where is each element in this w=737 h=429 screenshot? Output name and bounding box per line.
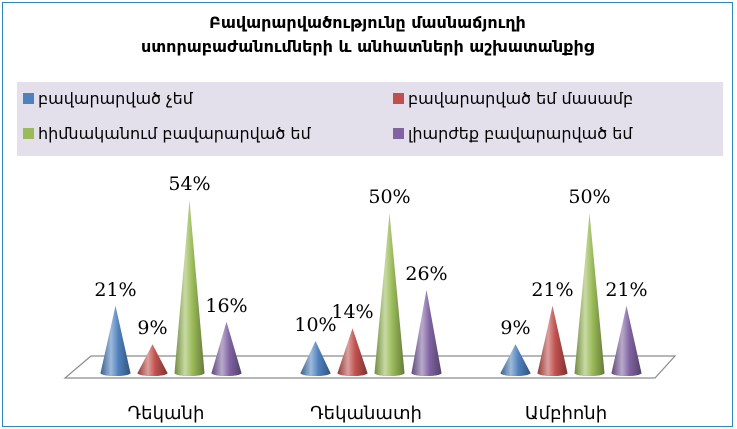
chart-title-line1: Բավարարվածությունը մասնաճյուղի — [209, 13, 526, 32]
legend-swatch-4 — [393, 128, 404, 139]
cone-3-3 — [574, 213, 605, 376]
cone-1-3 — [174, 200, 205, 376]
value-label-group: 21%9%54%16%10%14%50%26%9%21%50%21% — [94, 173, 647, 339]
cone-2-4 — [411, 289, 442, 376]
value-label-2-3: 50% — [368, 186, 410, 208]
legend-item-1: բավարարված չեմ — [23, 89, 193, 109]
value-label-1-3: 54% — [168, 173, 210, 195]
value-label-2-2: 14% — [331, 301, 373, 323]
legend-item-4: լիարժեք բավարարված եմ — [393, 124, 633, 144]
value-label-2-1: 10% — [294, 314, 336, 336]
cone-1-2 — [137, 344, 168, 376]
category-label-group: Դեկանի Դեկանատի Ամբիոնի — [128, 403, 607, 424]
legend-label-4: լիարժեք բավարարված եմ — [408, 124, 633, 143]
legend-swatch-2 — [393, 93, 404, 104]
legend-item-2: բավարարված եմ մասամբ — [393, 89, 633, 109]
chart-legend: բավարարված չեմ բավարարված եմ մասամբ հիմն… — [17, 82, 723, 156]
category-label-3: Ամբիոնի — [525, 403, 607, 424]
value-label-3-3: 50% — [568, 186, 610, 208]
legend-swatch-1 — [23, 93, 34, 104]
legend-label-1: բավարարված չեմ — [38, 89, 193, 108]
value-label-3-2: 21% — [531, 279, 573, 301]
cone-2-1 — [300, 341, 331, 376]
value-label-3-1: 9% — [500, 317, 530, 339]
legend-swatch-3 — [23, 128, 34, 139]
value-label-1-4: 16% — [205, 295, 247, 317]
legend-label-2: բավարարված եմ մասամբ — [408, 89, 634, 108]
value-label-2-4: 26% — [405, 263, 447, 285]
chart-title-line2: ստորաբաժանումների և անհատների աշխատանքից — [140, 37, 595, 56]
value-label-1-1: 21% — [94, 279, 136, 301]
value-label-3-4: 21% — [605, 279, 647, 301]
cone-3-1 — [500, 344, 531, 376]
category-label-2: Դեկանատի — [310, 403, 422, 424]
cone-2-3 — [374, 213, 405, 376]
cone-group — [100, 200, 642, 376]
cone-1-1 — [100, 305, 131, 376]
cone-3-2 — [537, 305, 568, 376]
legend-item-3: հիմնականում բավարարված եմ — [23, 124, 311, 144]
chart-plot: 21%9%54%16%10%14%50%26%9%21%50%21% Դեկան… — [63, 173, 677, 424]
legend-label-3: հիմնականում բավարարված եմ — [38, 124, 311, 143]
chart-title: Բավարարվածությունը մասնաճյուղի ստորաբաժա… — [3, 11, 732, 59]
cone-3-4 — [611, 305, 642, 376]
cone-1-4 — [211, 321, 242, 376]
value-label-1-2: 9% — [137, 317, 167, 339]
category-label-1: Դեկանի — [128, 403, 205, 424]
cone-2-2 — [337, 328, 368, 376]
